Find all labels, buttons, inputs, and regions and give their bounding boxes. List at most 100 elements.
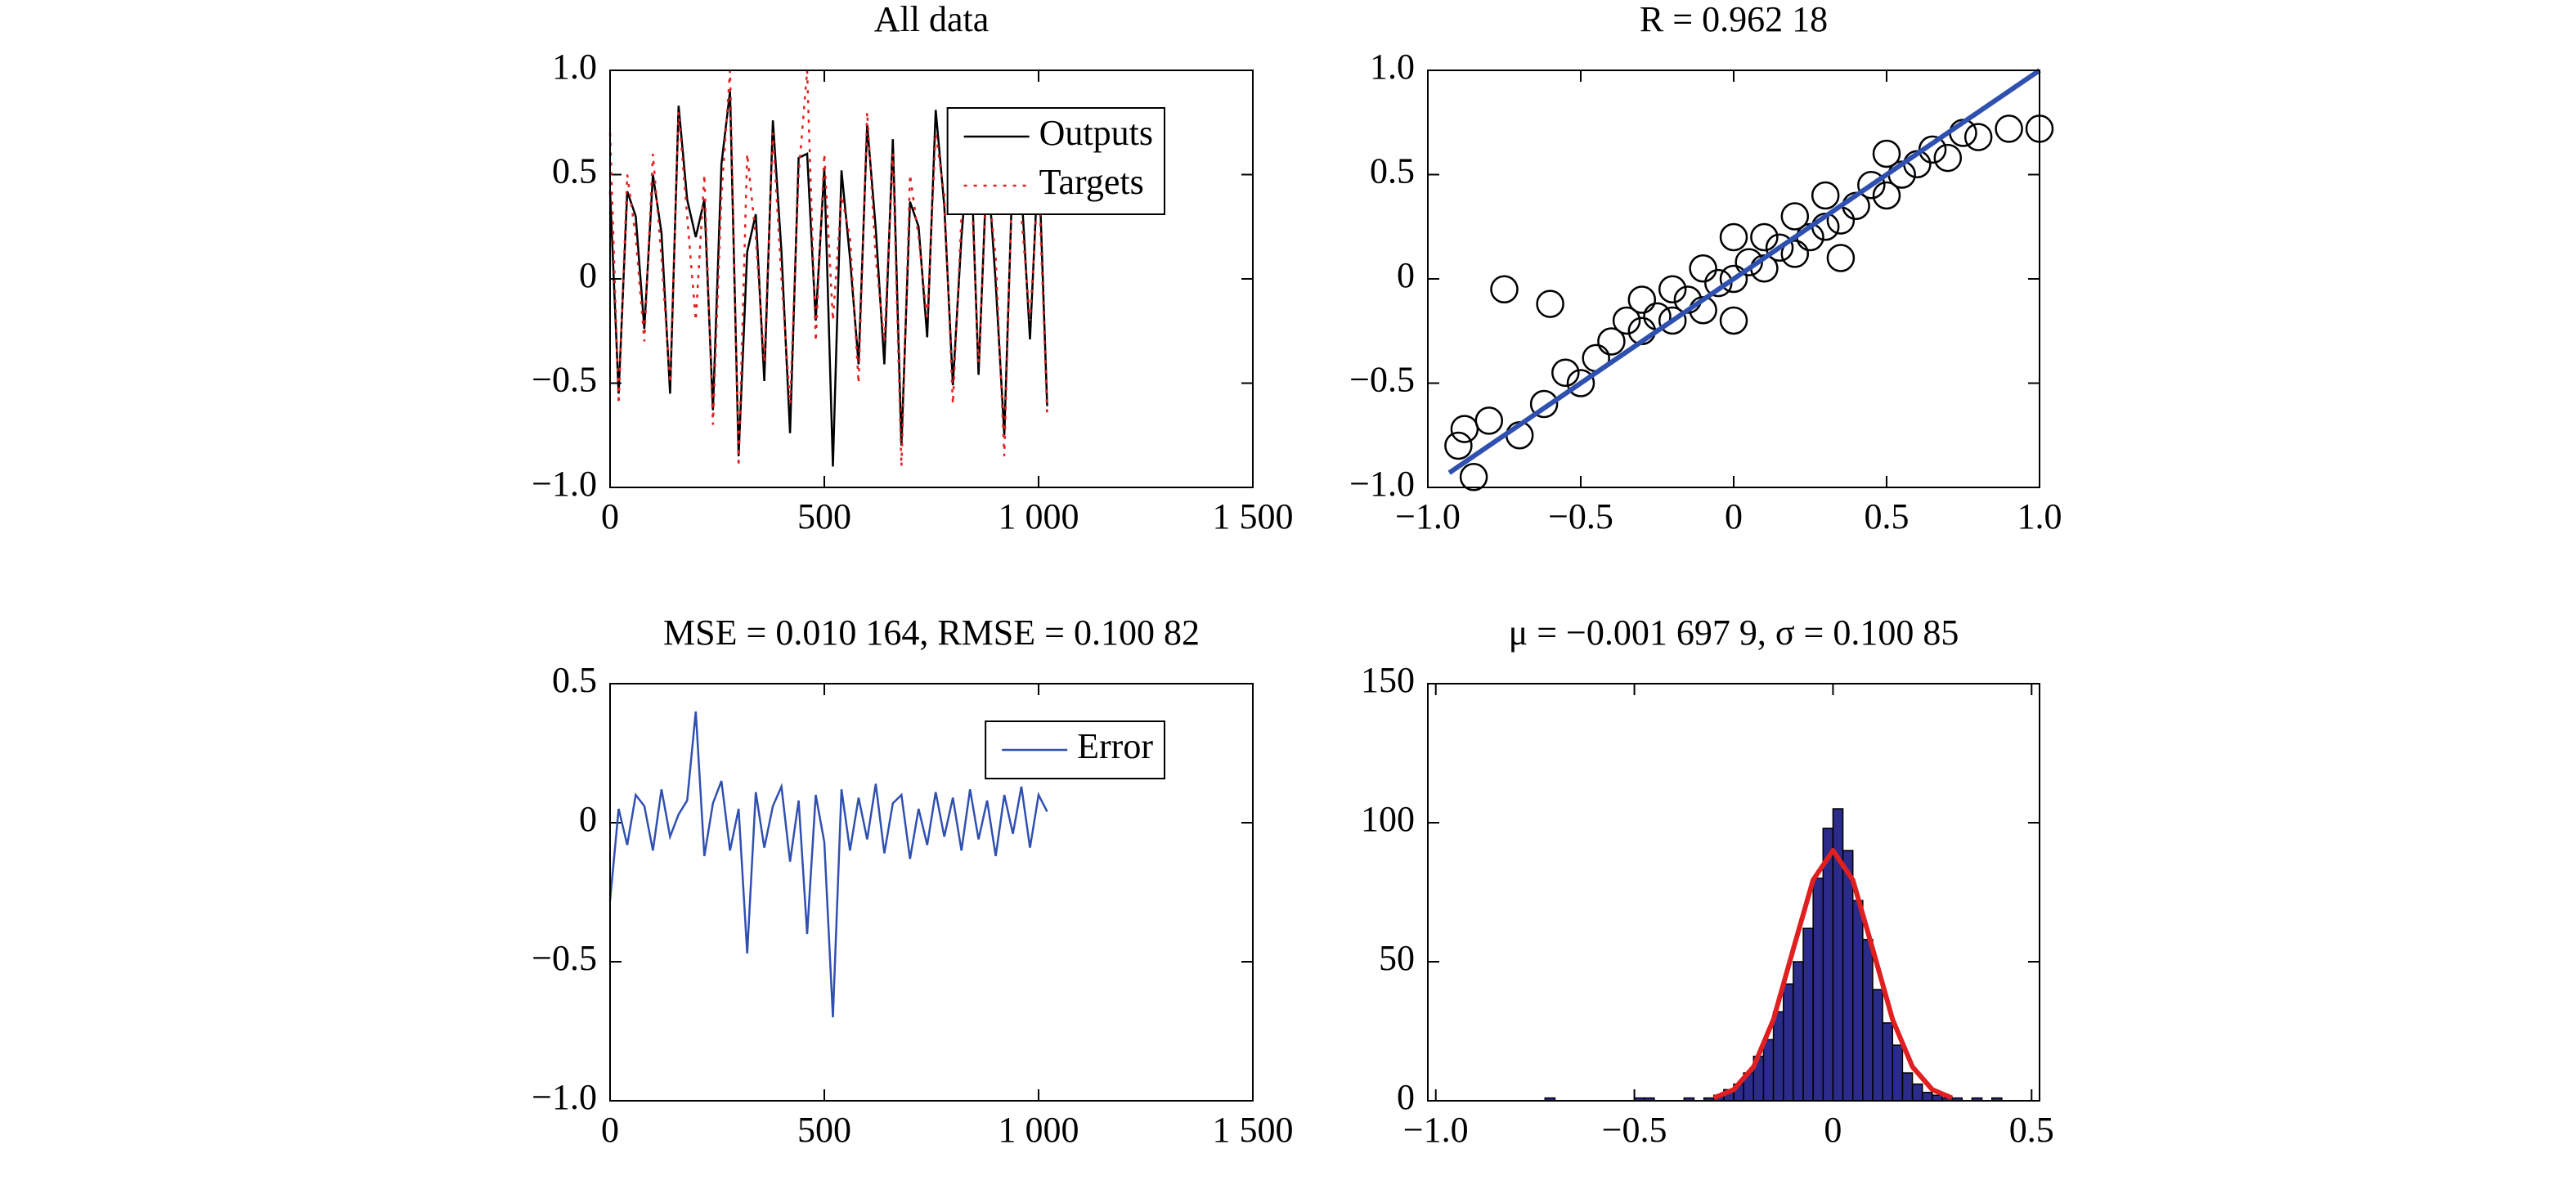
scatter-point bbox=[1529, 389, 1559, 419]
scatter-point bbox=[1551, 358, 1580, 387]
scatter-point bbox=[1995, 114, 2023, 143]
x-tick-label: 0 bbox=[1725, 496, 1743, 536]
scatter-point bbox=[1872, 139, 1901, 168]
axes-box bbox=[1427, 683, 2040, 1102]
scatter-point bbox=[1750, 222, 1779, 252]
histogram-bar bbox=[1772, 1011, 1784, 1102]
y-tick-label: −1.0 bbox=[532, 1077, 597, 1117]
scatter-point bbox=[1597, 327, 1626, 356]
legend-label: Targets bbox=[1039, 162, 1144, 202]
axes-box bbox=[609, 70, 1254, 488]
scatter-point bbox=[1689, 254, 1717, 283]
y-tick-label: 0 bbox=[579, 799, 597, 839]
x-tick-label: 1 000 bbox=[999, 496, 1079, 536]
scatter-point bbox=[1719, 306, 1748, 335]
scatter-point bbox=[1872, 181, 1901, 210]
scatter-point bbox=[1566, 369, 1595, 397]
scatter-point bbox=[1612, 306, 1641, 335]
scatter-point bbox=[1490, 275, 1519, 303]
y-tick-label: 1.0 bbox=[552, 47, 597, 87]
x-tick-label: 0.5 bbox=[1865, 496, 1910, 536]
chart-title: MSE = 0.010 164, RMSE = 0.100 82 bbox=[663, 613, 1200, 653]
legend-box bbox=[946, 107, 1165, 215]
y-tick-label: 0.5 bbox=[552, 151, 597, 191]
chart-title: μ = −0.001 697 9, σ = 0.100 85 bbox=[1509, 613, 1959, 653]
x-tick-label: 500 bbox=[797, 1110, 851, 1150]
histogram-bar bbox=[1882, 1022, 1894, 1102]
y-tick-label: 0 bbox=[579, 255, 597, 295]
legend: Error bbox=[985, 720, 1165, 779]
histogram-bar bbox=[1762, 1039, 1775, 1102]
scatter-point bbox=[1536, 290, 1564, 318]
chart-title: All data bbox=[874, 0, 990, 39]
x-tick-label: 1.0 bbox=[2017, 496, 2062, 536]
scatter-point bbox=[1811, 181, 1840, 210]
scatter-point bbox=[1658, 275, 1687, 303]
axes-box bbox=[609, 683, 1254, 1102]
scatter-point bbox=[1459, 463, 1488, 492]
histogram-bar bbox=[1812, 878, 1824, 1102]
scatter-point bbox=[1780, 202, 1810, 231]
x-tick-label: 1 000 bbox=[999, 1110, 1079, 1150]
histogram-bar bbox=[1892, 1044, 1904, 1102]
histogram-bar bbox=[1911, 1083, 1923, 1102]
y-tick-label: −0.5 bbox=[532, 938, 597, 978]
x-tick-label: 1 500 bbox=[1213, 1110, 1294, 1150]
histogram-bar bbox=[1862, 939, 1874, 1102]
legend: Outputs Targets bbox=[946, 107, 1165, 215]
scatter-point bbox=[1963, 123, 1993, 151]
x-tick-label: 500 bbox=[797, 496, 851, 536]
x-tick-label: −1.0 bbox=[1395, 496, 1461, 536]
scatter-point bbox=[1658, 306, 1687, 335]
y-tick-label: 1.0 bbox=[1370, 47, 1415, 87]
x-tick-label: 0 bbox=[601, 496, 619, 536]
x-tick-label: −0.5 bbox=[1602, 1110, 1667, 1150]
x-tick-label: −0.5 bbox=[1548, 496, 1613, 536]
scatter-point bbox=[1765, 233, 1794, 262]
histogram-bar bbox=[1932, 1094, 1943, 1102]
legend-label: Error bbox=[1077, 726, 1153, 766]
histogram-bar bbox=[1793, 961, 1804, 1102]
x-tick-label: 0.5 bbox=[2009, 1110, 2054, 1150]
histogram-bar bbox=[1802, 927, 1814, 1102]
histogram-bar bbox=[1842, 850, 1854, 1102]
y-tick-label: 150 bbox=[1361, 660, 1415, 700]
x-tick-label: 1 500 bbox=[1213, 496, 1294, 536]
scatter-point bbox=[1627, 285, 1657, 314]
scatter-point bbox=[1450, 415, 1479, 443]
scatter-point bbox=[1780, 240, 1810, 268]
fit-line bbox=[1447, 68, 2041, 475]
x-tick-label: 0 bbox=[1824, 1110, 1842, 1150]
x-tick-label: 0 bbox=[601, 1110, 619, 1150]
scatter-point bbox=[1444, 431, 1473, 460]
histogram-bar bbox=[1822, 828, 1834, 1102]
y-tick-label: 0 bbox=[1397, 1077, 1415, 1117]
scatter-point bbox=[1719, 264, 1748, 294]
data-line bbox=[608, 70, 1048, 467]
chart-title: R = 0.962 18 bbox=[1640, 0, 1828, 39]
y-tick-label: −0.5 bbox=[1349, 360, 1415, 400]
histogram-bar bbox=[1851, 900, 1864, 1102]
y-tick-label: 0.5 bbox=[552, 660, 597, 700]
x-tick-label: −1.0 bbox=[1403, 1110, 1469, 1150]
scatter-point bbox=[1857, 171, 1886, 200]
y-tick-label: −1.0 bbox=[532, 464, 597, 504]
y-tick-label: 0 bbox=[1397, 255, 1415, 295]
histogram-bar bbox=[1921, 1092, 1933, 1102]
scatter-point bbox=[1474, 406, 1504, 435]
scatter-point bbox=[1826, 244, 1856, 272]
fit-curve bbox=[1712, 848, 1954, 1101]
y-tick-label: 100 bbox=[1361, 799, 1415, 839]
histogram-bar bbox=[1782, 983, 1794, 1102]
y-tick-label: 0.5 bbox=[1370, 151, 1415, 191]
legend-label: Outputs bbox=[1039, 113, 1153, 153]
histogram-bar bbox=[1872, 989, 1883, 1102]
scatter-point bbox=[1719, 222, 1748, 252]
y-tick-label: 50 bbox=[1379, 938, 1415, 978]
y-tick-label: −1.0 bbox=[1349, 464, 1415, 504]
scatter-point bbox=[1933, 143, 1963, 173]
data-line bbox=[608, 711, 1048, 1018]
axes-box bbox=[1427, 70, 2040, 488]
